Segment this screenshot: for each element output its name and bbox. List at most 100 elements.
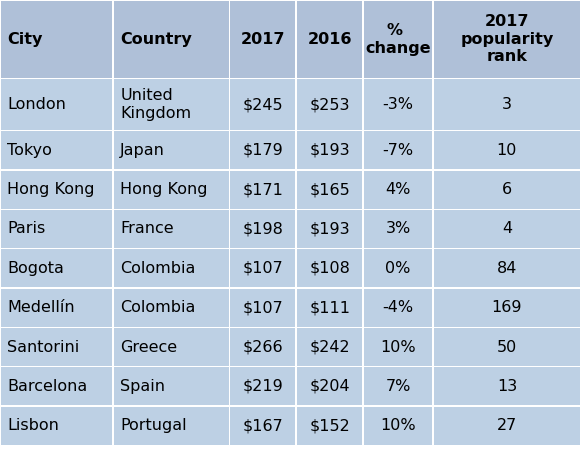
Text: Bogota: Bogota (7, 261, 64, 276)
Text: Hong Kong: Hong Kong (7, 182, 95, 197)
Text: 84: 84 (497, 261, 517, 276)
Text: Tokyo: Tokyo (7, 143, 52, 158)
Text: $242: $242 (310, 340, 350, 355)
Text: $266: $266 (243, 340, 283, 355)
Bar (1, 407, 113, 445)
Bar (364, 407, 432, 445)
Text: -3%: -3% (382, 97, 414, 112)
Bar (297, 210, 363, 248)
Text: 3: 3 (502, 97, 512, 112)
Text: 169: 169 (492, 300, 522, 315)
Text: Spain: Spain (120, 379, 165, 394)
Bar (114, 171, 229, 209)
Bar (114, 289, 229, 327)
Bar (1, 131, 113, 169)
Text: 27: 27 (497, 418, 517, 433)
Text: $204: $204 (310, 379, 350, 394)
Bar (1, 328, 113, 366)
Bar (297, 1, 363, 78)
Bar (364, 368, 432, 405)
Text: $171: $171 (242, 182, 284, 197)
Bar (230, 171, 296, 209)
Text: Paris: Paris (7, 221, 45, 236)
Bar (297, 289, 363, 327)
Text: Santorini: Santorini (7, 340, 79, 355)
Text: $245: $245 (243, 97, 283, 112)
Bar (364, 289, 432, 327)
Bar (1, 368, 113, 405)
Text: % 
change: % change (365, 23, 431, 55)
Text: 10%: 10% (380, 418, 416, 433)
Bar (1, 289, 113, 327)
Text: 2017
popularity
rank: 2017 popularity rank (460, 14, 554, 64)
Text: City: City (7, 32, 42, 47)
Bar (230, 289, 296, 327)
Text: $167: $167 (242, 418, 284, 433)
Text: $107: $107 (242, 300, 284, 315)
Bar (230, 249, 296, 288)
Bar (433, 80, 580, 130)
Text: $193: $193 (310, 143, 350, 158)
Text: 7%: 7% (385, 379, 411, 394)
Text: Lisbon: Lisbon (7, 418, 59, 433)
Text: Barcelona: Barcelona (7, 379, 87, 394)
Bar (230, 328, 296, 366)
Text: 6: 6 (502, 182, 512, 197)
Text: 2017: 2017 (241, 32, 285, 47)
Bar (1, 80, 113, 130)
Bar (364, 171, 432, 209)
Text: -4%: -4% (382, 300, 414, 315)
Text: 0%: 0% (385, 261, 411, 276)
Bar (230, 80, 296, 130)
Text: $198: $198 (242, 221, 284, 236)
Text: $152: $152 (309, 418, 350, 433)
Text: $179: $179 (242, 143, 284, 158)
Bar (433, 249, 580, 288)
Text: $253: $253 (310, 97, 350, 112)
Text: $193: $193 (310, 221, 350, 236)
Bar (230, 407, 296, 445)
Text: Medellín: Medellín (7, 300, 74, 315)
Bar (230, 210, 296, 248)
Text: Greece: Greece (120, 340, 177, 355)
Bar (1, 249, 113, 288)
Bar (230, 368, 296, 405)
Text: 2016: 2016 (307, 32, 352, 47)
Text: France: France (120, 221, 174, 236)
Bar (114, 407, 229, 445)
Text: 10%: 10% (380, 340, 416, 355)
Bar (433, 289, 580, 327)
Bar (114, 1, 229, 78)
Text: 3%: 3% (385, 221, 411, 236)
Bar (114, 368, 229, 405)
Bar (1, 1, 113, 78)
Bar (364, 131, 432, 169)
Text: 10: 10 (497, 143, 517, 158)
Text: $107: $107 (242, 261, 284, 276)
Bar (433, 171, 580, 209)
Text: $219: $219 (242, 379, 284, 394)
Text: London: London (7, 97, 66, 112)
Text: Country: Country (120, 32, 192, 47)
Bar (297, 407, 363, 445)
Bar (297, 131, 363, 169)
Text: -7%: -7% (382, 143, 414, 158)
Bar (433, 1, 580, 78)
Bar (114, 80, 229, 130)
Bar (433, 368, 580, 405)
Text: Hong Kong: Hong Kong (120, 182, 208, 197)
Bar (433, 407, 580, 445)
Bar (297, 328, 363, 366)
Bar (114, 328, 229, 366)
Text: Portugal: Portugal (120, 418, 187, 433)
Bar (114, 249, 229, 288)
Bar (297, 249, 363, 288)
Bar (297, 80, 363, 130)
Bar (297, 368, 363, 405)
Bar (230, 131, 296, 169)
Bar (114, 131, 229, 169)
Text: $108: $108 (309, 261, 350, 276)
Bar (230, 1, 296, 78)
Bar (433, 210, 580, 248)
Bar (364, 210, 432, 248)
